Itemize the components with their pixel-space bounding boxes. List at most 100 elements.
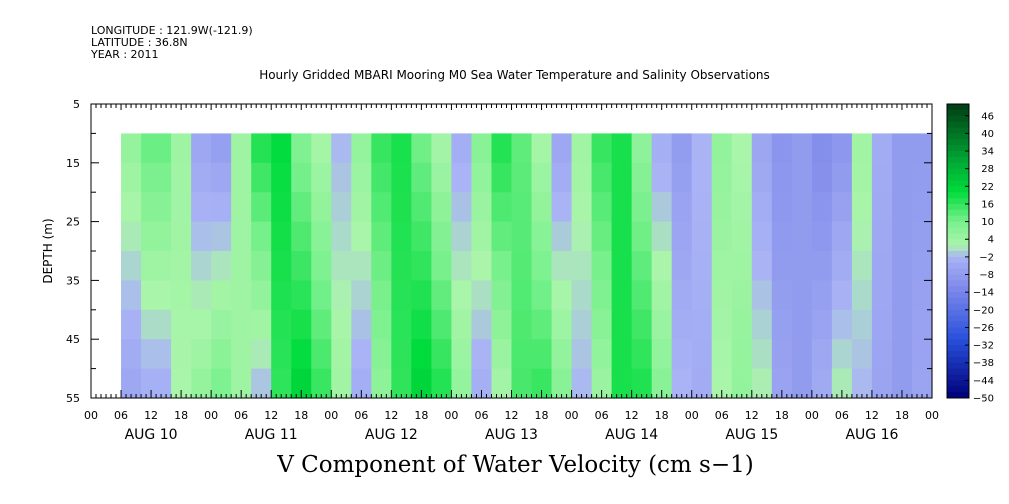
heatmap-cell bbox=[711, 339, 733, 370]
heatmap-cell bbox=[231, 280, 252, 311]
heatmap-cell bbox=[121, 162, 142, 193]
heatmap-cell bbox=[751, 280, 773, 311]
colorbar-swatch bbox=[947, 292, 969, 299]
heatmap-cell bbox=[911, 309, 933, 340]
heatmap-cell bbox=[531, 162, 553, 193]
heatmap-cell bbox=[791, 280, 813, 311]
heatmap-cell bbox=[891, 192, 913, 223]
x-tick-label: 06 bbox=[835, 409, 849, 422]
colorbar-swatch bbox=[947, 392, 969, 399]
heatmap-cell bbox=[551, 280, 573, 311]
heatmap-cell bbox=[121, 280, 142, 311]
heatmap-cell bbox=[591, 162, 613, 193]
colorbar-swatch bbox=[947, 268, 969, 276]
colorbar-swatch bbox=[947, 203, 969, 211]
heatmap-cell bbox=[871, 162, 893, 193]
heatmap-cell bbox=[351, 309, 372, 340]
heatmap-cell bbox=[231, 339, 252, 370]
heatmap-cell bbox=[371, 280, 392, 311]
heatmap-cell bbox=[271, 251, 292, 281]
heatmap-cell bbox=[791, 162, 813, 193]
heatmap-cell bbox=[751, 162, 773, 193]
heatmap-cell bbox=[871, 221, 893, 252]
x-date-label: AUG 16 bbox=[845, 427, 898, 443]
heatmap-cell bbox=[311, 368, 332, 399]
heatmap-cell bbox=[231, 192, 252, 223]
heatmap-cell bbox=[171, 280, 192, 311]
heatmap-cell bbox=[491, 192, 513, 223]
heatmap-cell bbox=[811, 133, 833, 164]
colorbar-swatch bbox=[947, 192, 969, 199]
heatmap-cell bbox=[141, 162, 172, 193]
heatmap-cell bbox=[791, 192, 813, 223]
heatmap-cell bbox=[411, 251, 432, 281]
heatmap-cell bbox=[141, 251, 172, 281]
heatmap-cell bbox=[471, 339, 493, 370]
heatmap-cell bbox=[211, 339, 232, 370]
heatmap-cell bbox=[671, 280, 693, 311]
heatmap-cell bbox=[451, 162, 473, 193]
heatmap-cell bbox=[471, 309, 493, 340]
colorbar-swatch bbox=[947, 309, 969, 317]
heatmap-cell bbox=[911, 368, 933, 399]
heatmap-cell bbox=[551, 133, 573, 164]
heatmap-cell bbox=[551, 368, 573, 399]
heatmap-cell bbox=[871, 192, 893, 223]
heatmap-cell bbox=[431, 280, 453, 311]
heatmap-cell bbox=[651, 162, 673, 193]
heatmap-cell bbox=[611, 368, 633, 399]
heatmap-cell bbox=[711, 309, 733, 340]
colorbar-swatch bbox=[947, 245, 969, 252]
heatmap-cell bbox=[691, 309, 713, 340]
heatmap-cell bbox=[251, 280, 272, 311]
heatmap-cell bbox=[711, 192, 733, 223]
heatmap-cell bbox=[371, 309, 392, 340]
heatmap-cell bbox=[911, 162, 933, 193]
heatmap-cell bbox=[311, 251, 332, 281]
heatmap-cell bbox=[551, 192, 573, 223]
heatmap-cell bbox=[571, 192, 593, 223]
colorbar-label: −38 bbox=[973, 358, 994, 369]
heatmap-cell bbox=[391, 368, 412, 399]
heatmap-cell bbox=[331, 251, 352, 281]
heatmap-cell bbox=[531, 339, 553, 370]
heatmap-cell bbox=[451, 192, 473, 223]
heatmap-cell bbox=[371, 251, 392, 281]
colorbar-label: −50 bbox=[973, 394, 994, 405]
colorbar-swatch bbox=[947, 303, 969, 311]
x-tick-label: 06 bbox=[354, 409, 368, 422]
year-label: YEAR : 2011 bbox=[91, 48, 159, 61]
heatmap-cell bbox=[331, 280, 352, 311]
x-tick-label: 12 bbox=[384, 409, 398, 422]
heatmap-cell bbox=[591, 251, 613, 281]
heatmap-cell bbox=[791, 309, 813, 340]
heatmap-cell bbox=[311, 339, 332, 370]
heatmap-cell bbox=[891, 133, 913, 164]
colorbar-frame bbox=[946, 103, 970, 399]
heatmap-cell bbox=[571, 251, 593, 281]
heatmap-cell bbox=[651, 368, 673, 399]
x-date-label: AUG 10 bbox=[125, 427, 178, 443]
colorbar-swatch bbox=[947, 121, 969, 129]
heatmap-cell bbox=[531, 280, 553, 311]
heatmap-cell bbox=[711, 368, 733, 399]
heatmap-cell bbox=[451, 221, 473, 252]
heatmap-cell bbox=[391, 251, 412, 281]
heatmap-cell bbox=[771, 368, 793, 399]
colorbar-swatch bbox=[947, 239, 969, 246]
heatmap-cell bbox=[671, 251, 693, 281]
heatmap-cell bbox=[211, 133, 232, 164]
heatmap-cell bbox=[271, 221, 292, 252]
heatmap-cell bbox=[771, 280, 793, 311]
heatmap-cell bbox=[171, 251, 192, 281]
colorbar-label: −2 bbox=[979, 252, 994, 263]
heatmap-cell bbox=[471, 251, 493, 281]
heatmap-cell bbox=[591, 309, 613, 340]
colorbar-label: −14 bbox=[973, 288, 994, 299]
heatmap-cell bbox=[391, 192, 412, 223]
heatmap-cell bbox=[731, 251, 753, 281]
colorbar-swatch bbox=[947, 186, 969, 193]
heatmap-cell bbox=[911, 280, 933, 311]
x-tick-label: 00 bbox=[925, 409, 939, 422]
heatmap-cell bbox=[651, 339, 673, 370]
